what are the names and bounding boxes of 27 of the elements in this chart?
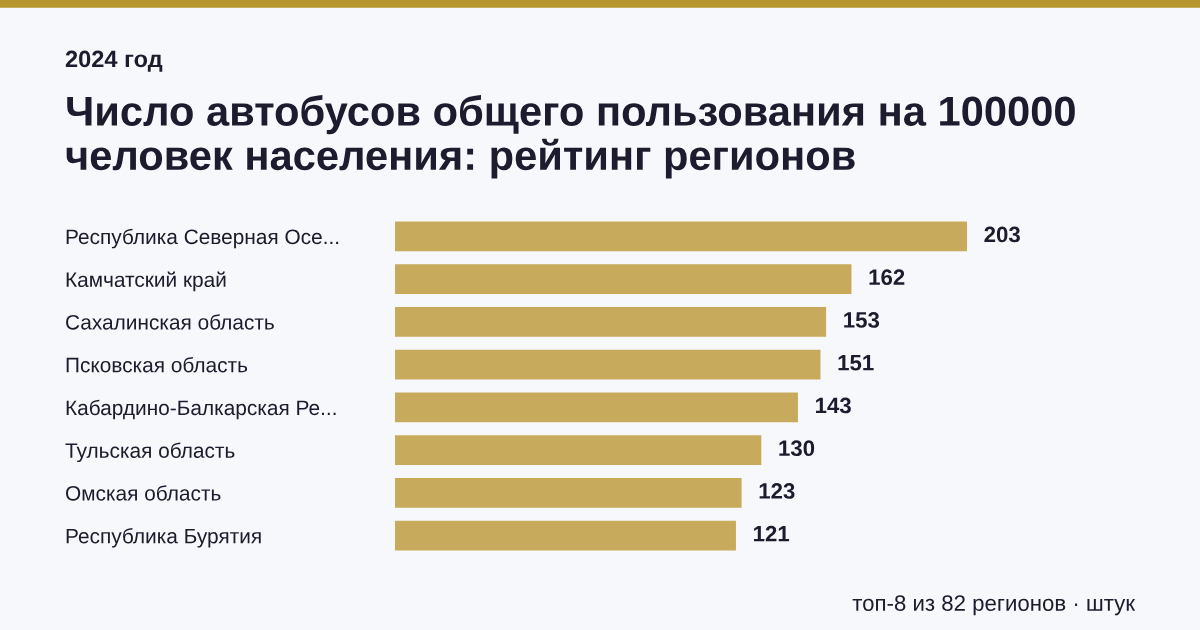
data-label: 153 (844, 312, 880, 328)
data-label: 121 (754, 525, 790, 542)
y-tick-label: Сахалинская область (66, 314, 274, 330)
bar (395, 477, 742, 508)
y-tick-label: Омская область (65, 485, 221, 501)
y-tick-label: Республика Бурятия (66, 527, 261, 548)
data-label: 151 (838, 355, 874, 371)
bar (395, 349, 821, 380)
y-tick-label: Камчатский край (66, 271, 226, 292)
y-tick-label: Псковская область (66, 356, 248, 373)
text: топ-8 из 82 регионов · штук (852, 595, 1136, 616)
y-tick-label: Тульская область (65, 442, 235, 463)
bar (395, 221, 967, 252)
data-label: 203 (984, 226, 1020, 243)
data-label: 123 (759, 483, 795, 499)
y-tick-label: Кабардино-Балкарская Ре... (66, 399, 336, 420)
data-label: 162 (869, 269, 905, 286)
bar (395, 520, 736, 551)
chart-title: Число автобусов общего пользования на 100000 человек населения: рейтинг регионов (66, 95, 1075, 179)
bar (395, 392, 798, 423)
data-label: 143 (816, 397, 851, 414)
text: 2024 год (65, 50, 163, 72)
bar (395, 264, 852, 295)
data-label: 130 (779, 440, 815, 457)
bar (395, 435, 762, 466)
y-tick-label: Республика Северная Осе... (66, 228, 339, 249)
bar (395, 306, 827, 337)
